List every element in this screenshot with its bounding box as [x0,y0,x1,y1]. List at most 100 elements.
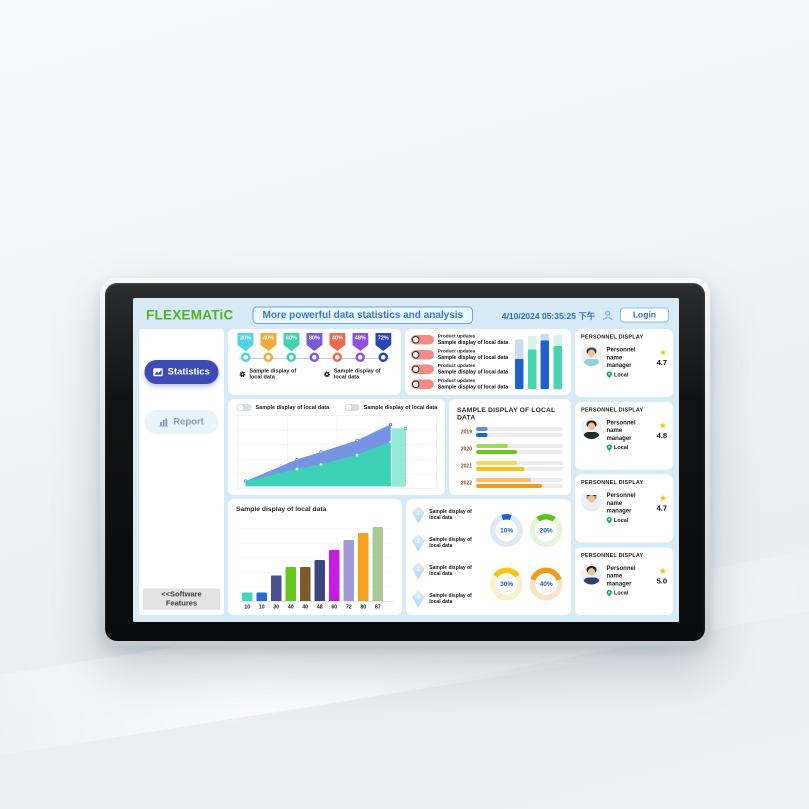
bar [329,550,340,601]
donut-chart: 20% [529,513,563,547]
personnel-location: Local [606,589,653,597]
update-title: Product updates [437,378,476,384]
personnel-location: Local [606,371,653,379]
hbar-year: 2022 [460,480,472,486]
ribbon-node [332,352,343,362]
avatar-body [583,431,600,439]
bar-label: 40 [302,604,309,610]
personnel-name: Personnel name [606,418,636,434]
update-title: Product updates [437,333,476,339]
bar-label: 30 [273,604,280,610]
personnel-column: PERSONNEL DISPLAY Personnel name manager Lo… [575,329,673,615]
rating-value: 4.7 [656,504,667,513]
update-toggle[interactable] [410,334,434,345]
update-row: Product updates Sample display of local d… [410,378,509,390]
diamond-label: Sample display of local data [429,593,472,605]
location-pin-icon [606,371,612,379]
personnel-card-title: PERSONNEL DISPLAY [581,406,644,413]
dashboard-row-1: 30% 40% 60% 80% 40% 48% 72% Sample display of … [228,329,571,395]
personnel-location: Local [606,517,653,524]
updates-bar-chart [512,334,565,390]
data-point [403,426,408,431]
diamond-icon: 2 [411,534,425,552]
rating-value: 5.0 [656,576,667,586]
ribbon-1: 30% [237,333,254,362]
ribbon-node [378,352,389,362]
hbar-row: 2020 [457,444,563,454]
software-features-link[interactable]: <<Software Features [143,588,220,610]
ribbon-flag: 60% [283,333,300,351]
update-title: Product updates [437,363,476,369]
sidebar-item-statistics[interactable]: Statistics [144,360,219,384]
hbar-fill [476,461,517,465]
bar-chart-title: Sample display of local data [236,505,327,513]
toggle-switch[interactable] [345,404,360,411]
bar-label: 72 [345,604,352,610]
data-point [295,467,299,471]
location-label: Local [614,590,629,597]
update-toggle[interactable] [410,379,434,389]
diamond-icon: 1 [411,506,425,524]
diamond-number: 3 [416,565,420,573]
data-point [355,453,359,457]
login-button[interactable]: Login [619,307,669,323]
bar-label: 87 [374,604,381,610]
avatar-body [583,359,600,366]
hbar-fill [476,478,531,482]
app-body: Statistics Report [133,328,679,622]
bar-label: 10 [258,604,265,610]
hbar-rows: 2019 2020 2021 2022 [457,427,563,488]
personnel-role: manager [606,361,632,369]
star-icon: ★ [658,347,667,358]
personnel-role: manager [606,579,632,587]
bar [314,560,325,601]
statistics-label: Statistics [167,366,210,378]
ribbon-flag: 48% [352,333,369,351]
data-point [389,440,393,444]
location-pin-icon [606,444,612,451]
data-point [355,438,359,443]
area-chart-panel: Sample display of local data Sample displ… [228,399,445,495]
ribbon-flag: 30% [237,333,254,351]
update-toggle[interactable] [410,349,434,360]
avatar [581,417,602,439]
update-toggle[interactable] [410,364,434,375]
device-bezel: FLEXEMATiC More powerful data statistics… [105,283,705,641]
bar [256,592,267,601]
update-subtitle: Sample display of local data [437,354,509,361]
bar [285,567,296,601]
bar-chart-bars [240,515,393,602]
toggle-knob [237,404,244,411]
brand-logo: FLEXEMATiC [146,307,234,323]
ribbon-5: 40% [329,333,346,362]
ribbon-node [355,352,366,362]
stacked-bar-fill [515,358,524,389]
ribbon-node [309,352,320,362]
diamond-item: 1 Sample display of local data [411,506,485,524]
donut-chart: 30% [490,567,524,601]
toggle-knob [345,404,352,411]
ribbon-node [240,352,251,362]
update-row: Product updates Sample display of local d… [410,333,509,345]
sidebar-item-report[interactable]: Report [144,410,219,434]
updates-list: Product updates Sample display of local d… [410,333,509,391]
app-header: FLEXEMATiC More powerful data statistics… [133,298,679,328]
dashboard-row-2: Sample display of local data Sample displ… [228,399,571,495]
toggle-item: Sample display of local data [345,404,437,411]
data-point [319,450,323,454]
personnel-name: Personnel name [606,564,636,580]
gear-item: Sample display of local data [323,368,393,380]
ribbon-7: 72% [375,333,392,362]
hbar-track [476,444,563,448]
hbar-year: 2021 [460,463,472,469]
diamond-label: Sample display of local data [429,508,472,521]
toggle-item: Sample display of local data [237,404,329,411]
avatar-head [588,567,595,576]
ribbon-6: 48% [352,333,369,362]
personnel-role: manager [606,434,632,442]
stacked-bar-fill [540,340,550,389]
toggle-switch[interactable] [237,404,252,411]
gear-row: Sample display of local data Sample displ… [235,368,394,380]
avatar [581,490,602,512]
ribbon-node [263,352,274,362]
